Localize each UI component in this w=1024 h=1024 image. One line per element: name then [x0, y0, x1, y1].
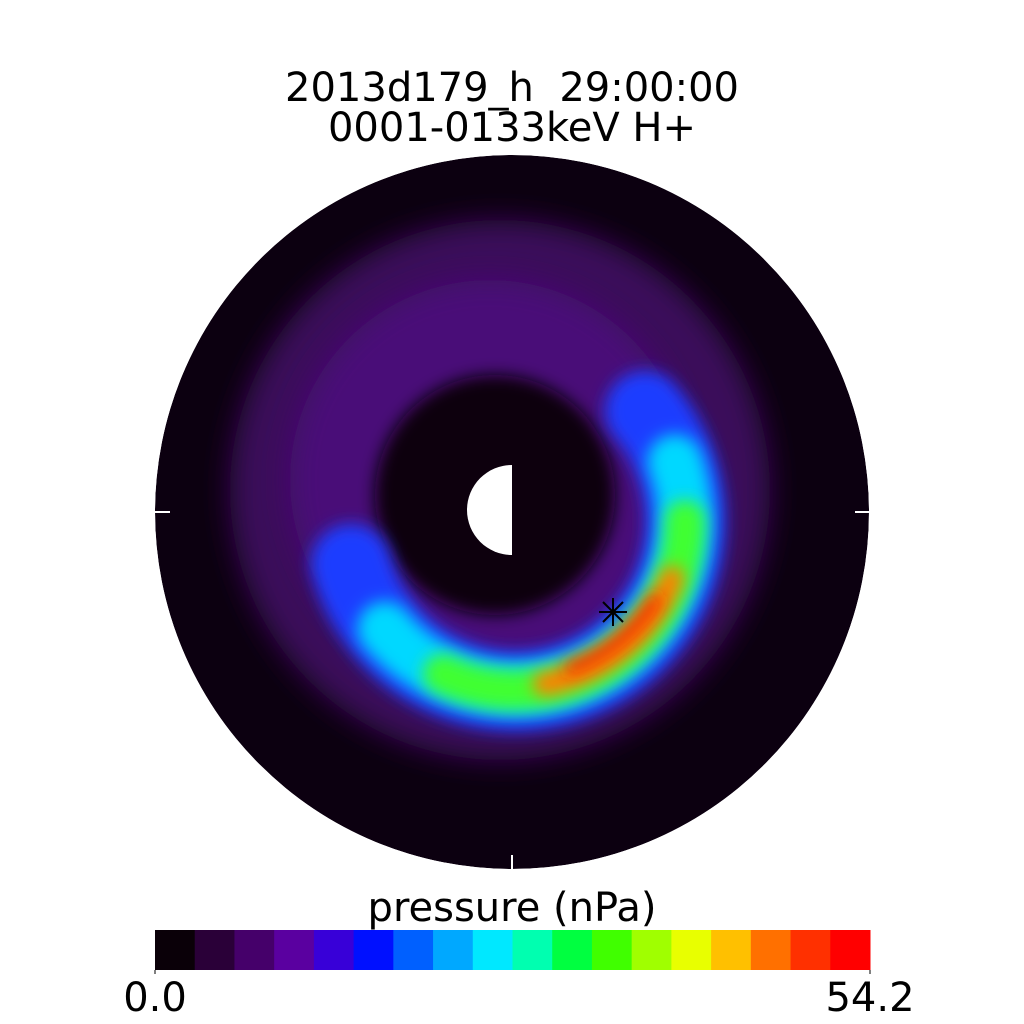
colorbar-tick-label: 0.0	[123, 975, 187, 1021]
colorbar-swatch	[194, 930, 235, 970]
colorbar-swatch	[234, 930, 275, 970]
colorbar-label: pressure (nPa)	[368, 885, 657, 931]
title-line-1: 2013d179_h 29:00:00	[285, 65, 739, 111]
earth	[467, 465, 512, 555]
colorbar-swatch	[750, 930, 792, 970]
colorbar-swatch	[433, 930, 474, 970]
colorbar-swatch	[512, 930, 553, 970]
colorbar-swatch	[353, 930, 394, 970]
colorbar-swatch	[274, 930, 315, 970]
colorbar-swatch	[671, 930, 712, 970]
colorbar-swatch	[830, 930, 871, 970]
colorbar-swatch	[393, 930, 434, 970]
colorbar-swatch	[711, 930, 752, 970]
star-marker	[599, 598, 627, 626]
title-line-2: 0001-0133keV H+	[328, 105, 696, 151]
colorbar-swatch	[631, 930, 672, 970]
colorbar-swatch	[313, 930, 355, 970]
colorbar-swatch	[790, 930, 831, 970]
colorbar-swatch	[472, 930, 513, 970]
colorbar-tick-label: 54.2	[825, 975, 914, 1021]
colorbar-swatch	[591, 930, 633, 970]
axis-ticks	[155, 511, 869, 869]
colorbar-swatch	[155, 930, 196, 970]
colorbar-swatch	[552, 930, 593, 970]
